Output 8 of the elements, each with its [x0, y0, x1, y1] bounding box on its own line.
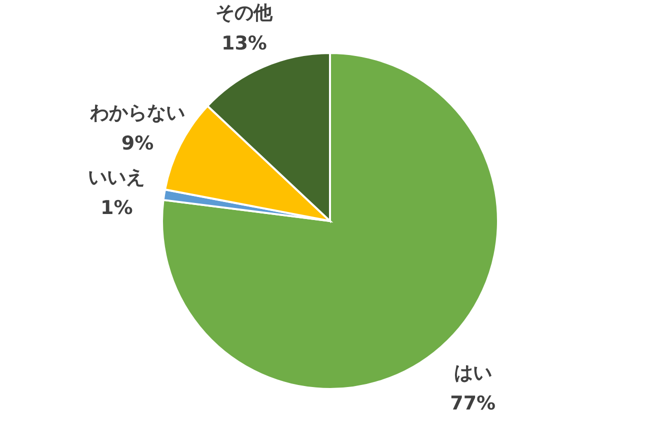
slice-label: その他	[216, 2, 274, 24]
data-label: 1%	[100, 196, 133, 219]
data-label: 9%	[121, 132, 154, 155]
slice-label: はい	[454, 362, 492, 384]
slice-label: わからない	[89, 102, 186, 124]
slice-label: いいえ	[88, 166, 146, 188]
data-label: 13%	[221, 32, 267, 54]
data-label: 77%	[450, 392, 496, 415]
